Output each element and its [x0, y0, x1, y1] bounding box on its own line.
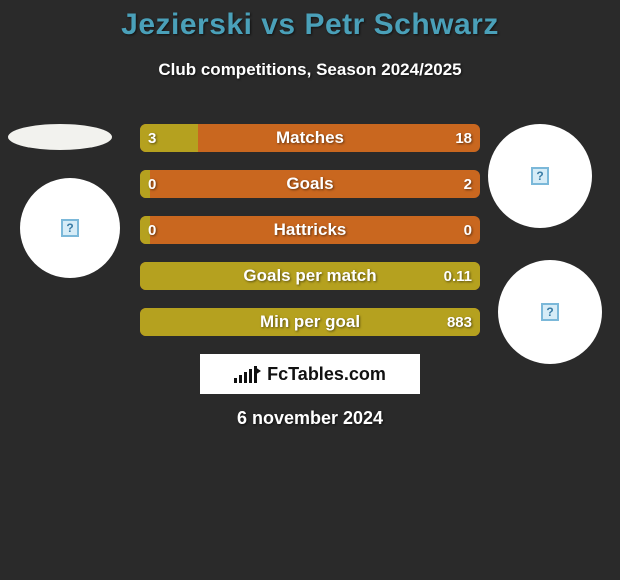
page-title: Jezierski vs Petr Schwarz [0, 8, 620, 42]
comparison-card: Jezierski vs Petr Schwarz Club competiti… [0, 0, 620, 580]
stat-right-value: 883 [447, 308, 472, 336]
stat-label: Matches [140, 124, 480, 152]
date-label: 6 november 2024 [0, 408, 620, 429]
player-left-logo-shadow [8, 124, 112, 150]
stat-row: Matches3 18 [140, 124, 480, 152]
stat-right-value: 2 [464, 170, 472, 198]
stat-row: Goals per match0.11 [140, 262, 480, 290]
stat-left-value: 0 [148, 170, 156, 198]
stat-label: Goals per match [140, 262, 480, 290]
stat-right-value: 18 [455, 124, 472, 152]
comparison-bars: Matches318Goals02Hattricks00Goals per ma… [140, 124, 480, 354]
stat-left-value: 3 [148, 124, 156, 152]
stat-right-value: 0.11 [444, 262, 472, 290]
branding-badge: FcTables.com [200, 354, 420, 394]
stat-row: Min per goal883 [140, 308, 480, 336]
page-subtitle: Club competitions, Season 2024/2025 [0, 60, 620, 80]
branding-text: FcTables.com [267, 364, 386, 385]
stat-left-value: 0 [148, 216, 156, 244]
branding-logo-icon [234, 365, 261, 383]
stat-label: Hattricks [140, 216, 480, 244]
player-right-avatar-2: ? [498, 260, 602, 364]
stat-right-value: 0 [464, 216, 472, 244]
placeholder-glyph: ? [546, 305, 553, 319]
image-placeholder-icon: ? [531, 167, 549, 185]
player-right-avatar-1: ? [488, 124, 592, 228]
image-placeholder-icon: ? [61, 219, 79, 237]
stat-row: Hattricks0 0 [140, 216, 480, 244]
stat-label: Min per goal [140, 308, 480, 336]
placeholder-glyph: ? [536, 169, 543, 183]
stat-label: Goals [140, 170, 480, 198]
placeholder-glyph: ? [66, 221, 73, 235]
stat-row: Goals0 2 [140, 170, 480, 198]
player-left-avatar: ? [20, 178, 120, 278]
image-placeholder-icon: ? [541, 303, 559, 321]
